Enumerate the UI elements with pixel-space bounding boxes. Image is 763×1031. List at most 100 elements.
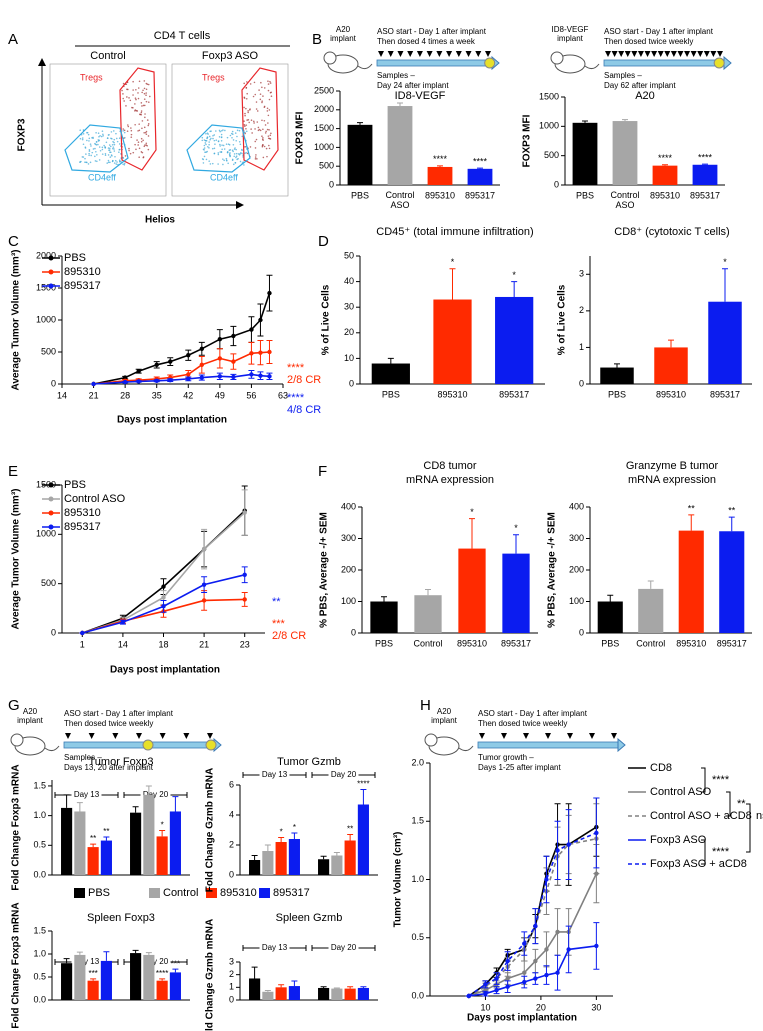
y-tick-label: 200 [341, 564, 356, 574]
y-tick-label: 1.5 [411, 816, 424, 826]
event-dot [118, 148, 121, 151]
legend-label: Control ASO [650, 786, 712, 798]
event-dot [81, 137, 84, 139]
event-dot [261, 119, 263, 122]
event-dot [99, 149, 102, 152]
event-dot [127, 124, 129, 126]
sig-bracket [726, 791, 731, 817]
event-dot [267, 122, 269, 124]
y-tick-label: 1500 [36, 282, 56, 292]
event-dot [118, 151, 120, 154]
group-label: Day 20 [143, 957, 169, 966]
point [91, 381, 96, 387]
dose-marker [183, 733, 190, 739]
bar [275, 842, 287, 875]
event-dot [229, 154, 231, 157]
y-tick-label: 0.0 [33, 869, 46, 879]
event-dot [108, 144, 111, 146]
bar [262, 991, 274, 1000]
x-tick-label: Control [413, 638, 442, 648]
y-tick-label: 0.5 [33, 971, 46, 981]
event-dot [254, 93, 257, 96]
event-dot [238, 153, 241, 156]
series-line [468, 945, 597, 997]
event-dot [220, 129, 223, 132]
event-dot [253, 120, 255, 123]
event-dot [138, 147, 141, 150]
bar [143, 794, 155, 875]
event-dot [270, 132, 272, 135]
bar [288, 986, 300, 1000]
event-dot [213, 152, 216, 155]
point [168, 377, 173, 383]
event-dot [219, 130, 221, 133]
event-dot [208, 135, 211, 138]
significance: **** [433, 154, 448, 164]
point [566, 947, 571, 952]
event-dot [115, 163, 118, 165]
point [199, 375, 205, 380]
event-dot [235, 139, 238, 142]
event-dot [220, 136, 223, 139]
event-dot [264, 132, 267, 134]
chart-title: Tumor Foxp3 [88, 756, 153, 768]
event-dot [247, 111, 249, 114]
event-dot [240, 152, 242, 154]
significance: * [451, 257, 455, 267]
event-dot [244, 125, 246, 127]
event-dot [235, 148, 237, 151]
significance: ** [688, 503, 696, 513]
event-dot [203, 155, 206, 158]
y-axis-label: % PBS, Average -/+ SEM [547, 512, 558, 628]
timeline [63, 741, 215, 749]
y-tick-label: 1.0 [411, 874, 424, 884]
bar [262, 851, 274, 875]
event-dot [143, 98, 146, 100]
y-tick-label: 2000 [314, 104, 334, 114]
event-dot [126, 130, 129, 132]
x-axis-label: Days post implantation [467, 1013, 577, 1024]
event-dot [130, 136, 133, 138]
event-dot [262, 137, 264, 139]
bar [61, 963, 73, 1000]
event-dot [109, 145, 112, 148]
bar [275, 987, 287, 1000]
event-dot [90, 154, 92, 157]
event-dot [267, 83, 270, 85]
point [186, 372, 191, 377]
y-tick-label: 1.5 [33, 925, 46, 935]
event-dot [123, 137, 125, 139]
bar [654, 347, 688, 384]
bar [156, 980, 168, 1000]
event-dot [107, 159, 110, 162]
event-dot [122, 93, 124, 95]
event-dot [247, 110, 249, 112]
event-dot [147, 148, 150, 151]
event-dot [123, 131, 126, 134]
error-bar [397, 102, 403, 107]
event-dot [106, 162, 109, 164]
event-dot [231, 130, 234, 133]
event-dot [266, 110, 269, 112]
event-dot [222, 144, 225, 147]
dose-marker [703, 51, 710, 57]
point [122, 375, 128, 380]
event-dot [86, 139, 88, 142]
annotation: ** [737, 798, 746, 810]
label-bg [71, 957, 102, 967]
label-line: Control [610, 190, 639, 200]
x-tick-label: Control [636, 638, 665, 648]
dose-marker [501, 733, 507, 739]
y-tick-label: 0 [349, 378, 354, 388]
event-dot [118, 143, 121, 145]
event-dot [90, 145, 92, 147]
event-dot [97, 143, 99, 146]
dose-marker [624, 51, 631, 57]
event-dot [147, 135, 150, 137]
event-dot [120, 160, 122, 163]
bar [638, 588, 664, 633]
event-dot [211, 147, 214, 150]
dose-marker [136, 733, 142, 739]
event-dot [86, 131, 89, 134]
point [267, 374, 272, 379]
